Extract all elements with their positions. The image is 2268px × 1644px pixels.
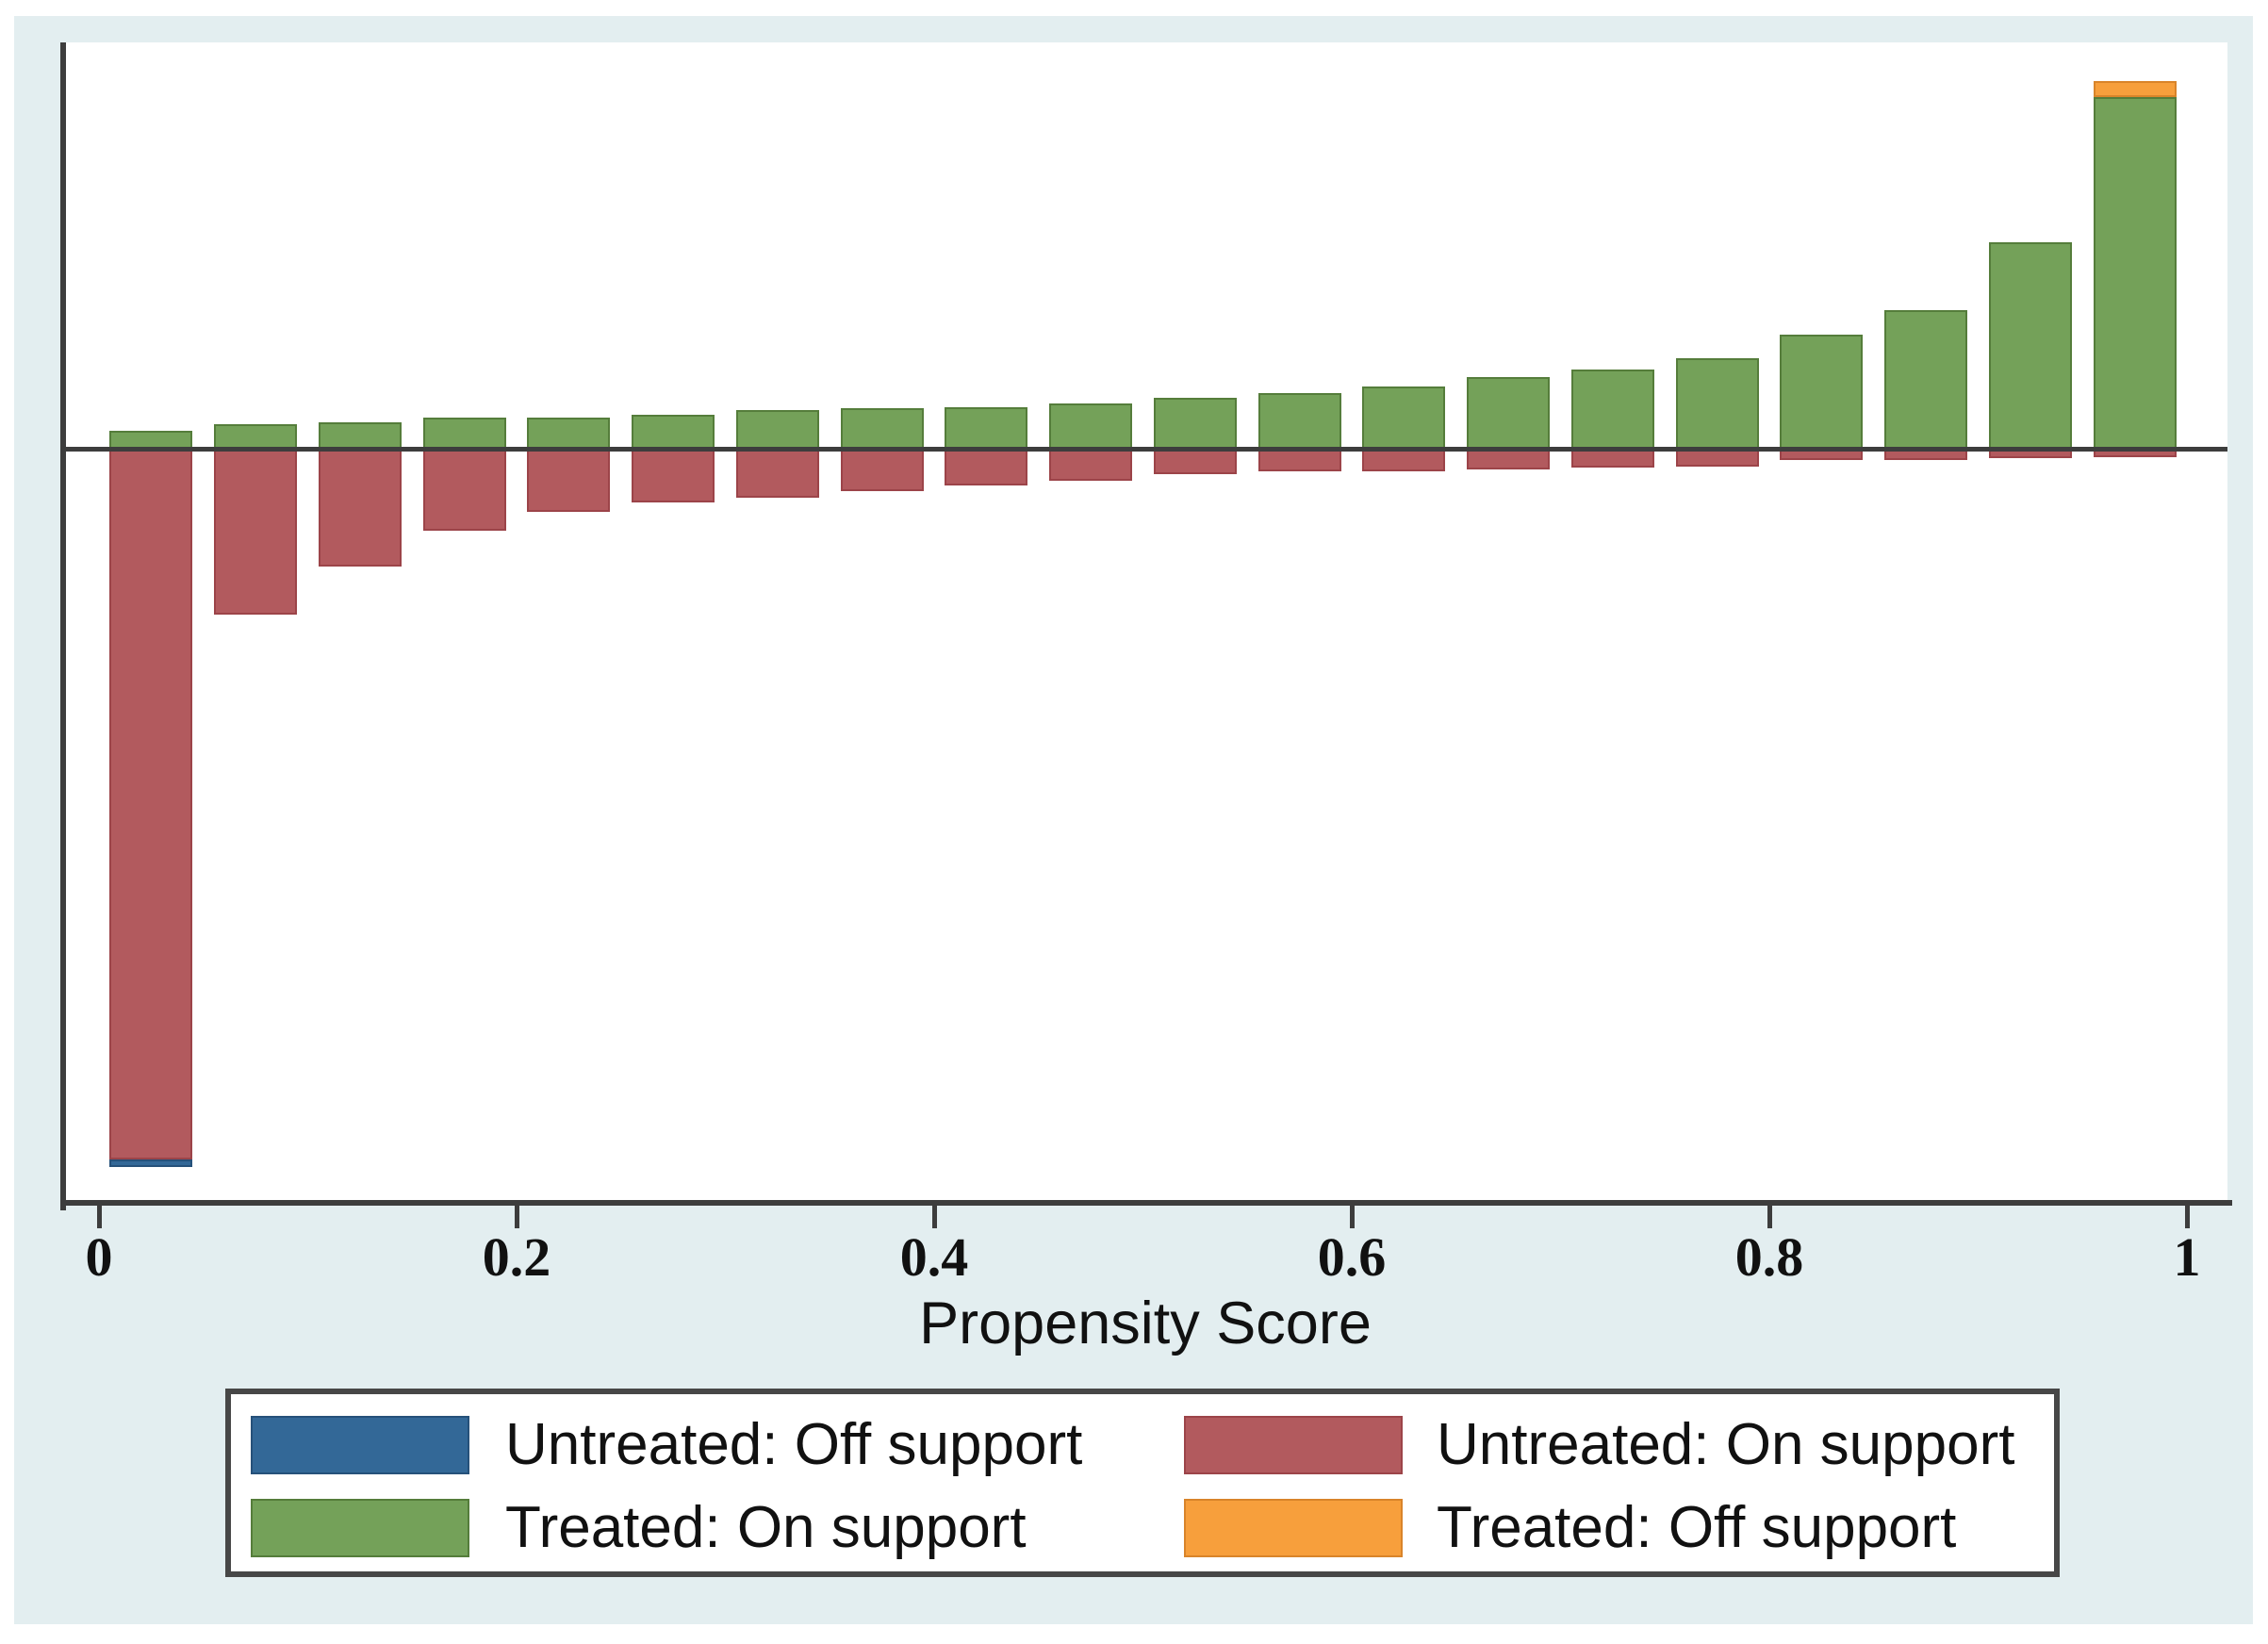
bar-untreated-on-support	[632, 449, 715, 502]
bar-untreated-on-support	[109, 449, 193, 1160]
legend-label-untreated_on: Untreated: On support	[1437, 1412, 2015, 1477]
bar-treated-on-support	[1153, 397, 1237, 450]
bar-untreated-on-support	[527, 449, 611, 512]
bar-untreated-on-support	[1570, 449, 1654, 469]
bar-untreated-on-support	[318, 449, 402, 567]
x-tick-mark	[931, 1206, 937, 1228]
x-axis-title: Propensity Score	[919, 1291, 1372, 1356]
bar-untreated-on-support	[1362, 449, 1446, 471]
bar-treated-on-support	[2093, 97, 2177, 450]
bar-treated-on-support	[1049, 403, 1133, 450]
figure-background-panel: 0 0.2 0.4 0.6 0.8 1 Propensity Score Untreate…	[14, 16, 2253, 1624]
x-tick-label: 0	[85, 1226, 113, 1288]
bar-treated-on-support	[1675, 358, 1759, 450]
legend-label-treated_off: Treated: Off support	[1437, 1495, 1957, 1560]
bar-untreated-on-support	[1153, 449, 1237, 475]
bar-untreated-on-support	[840, 449, 924, 492]
bar-treated-on-support	[1570, 369, 1654, 450]
bar-treated-on-support	[1257, 392, 1341, 450]
bar-untreated-on-support	[945, 449, 1028, 485]
zero-baseline	[64, 447, 2227, 452]
x-tick-mark	[1767, 1206, 1772, 1228]
legend-swatch-untreated_off	[251, 1416, 469, 1474]
plot-area	[64, 42, 2227, 1200]
legend-swatch-treated_on	[251, 1499, 469, 1557]
bar-untreated-off-support	[109, 1159, 193, 1168]
bar-treated-on-support	[735, 410, 819, 450]
bar-untreated-on-support	[1467, 449, 1551, 470]
bar-treated-on-support	[1884, 309, 1968, 450]
legend-box: Untreated: Off support Untreated: On supp…	[225, 1389, 2060, 1577]
bar-untreated-on-support	[214, 449, 298, 616]
bar-treated-on-support	[840, 408, 924, 450]
x-tick-label: 0.4	[899, 1226, 969, 1288]
bar-treated-on-support	[214, 423, 298, 450]
bar-untreated-on-support	[1049, 449, 1133, 481]
bar-treated-on-support	[527, 418, 611, 450]
bar-treated-on-support	[1780, 335, 1864, 450]
bar-treated-off-support	[2093, 81, 2177, 97]
bar-treated-on-support	[1988, 242, 2072, 450]
x-tick-mark	[2184, 1206, 2190, 1228]
bar-treated-on-support	[632, 414, 715, 450]
bar-treated-on-support	[318, 422, 402, 450]
x-axis-line	[60, 1200, 2232, 1206]
bar-untreated-on-support	[1257, 449, 1341, 471]
bar-treated-on-support	[422, 418, 506, 450]
legend-swatch-treated_off	[1184, 1499, 1403, 1557]
bar-untreated-on-support	[1675, 449, 1759, 467]
bar-treated-on-support	[1467, 377, 1551, 450]
legend-swatch-untreated_on	[1184, 1416, 1403, 1474]
x-tick-mark	[514, 1206, 519, 1228]
bar-treated-on-support	[1362, 386, 1446, 450]
x-tick-label: 0.6	[1317, 1226, 1387, 1288]
x-tick-mark	[1349, 1206, 1355, 1228]
y-axis-line	[60, 42, 66, 1210]
bar-treated-on-support	[945, 406, 1028, 450]
bar-untreated-on-support	[735, 449, 819, 498]
x-tick-label: 0.8	[1734, 1226, 1804, 1288]
legend-label-untreated_off: Untreated: Off support	[505, 1412, 1083, 1477]
bar-untreated-on-support	[422, 449, 506, 531]
x-tick-label: 1	[2173, 1226, 2201, 1288]
legend-label-treated_on: Treated: On support	[505, 1495, 1027, 1560]
x-tick-mark	[96, 1206, 102, 1228]
x-tick-label: 0.2	[482, 1226, 551, 1288]
